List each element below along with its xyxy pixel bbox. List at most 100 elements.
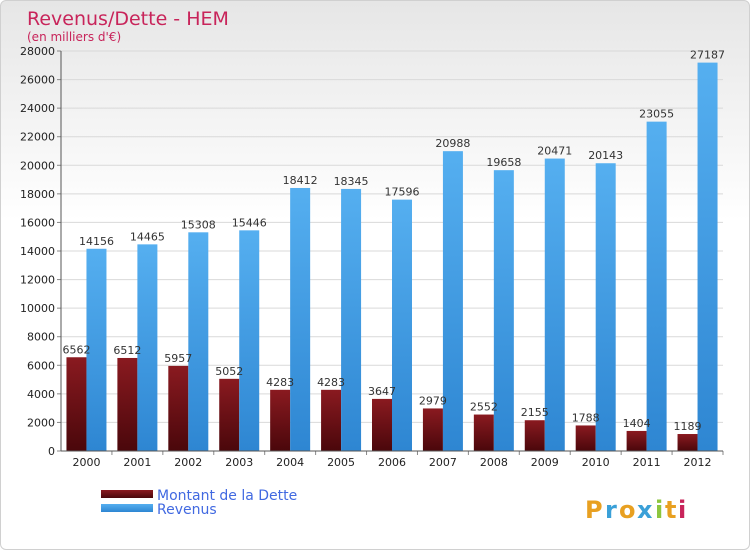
y-tick-label: 6000	[27, 359, 55, 372]
x-tick-label: 2004	[276, 456, 304, 469]
legend-swatch-debt	[101, 490, 153, 498]
chart-subtitle: (en milliers d'€)	[27, 30, 121, 44]
data-label-revenus: 15446	[232, 216, 267, 229]
axis-lines	[60, 51, 723, 452]
data-label-revenus: 18412	[283, 174, 318, 187]
y-axis: 0 2000 4000 6000 8000 10000 12000 14000 16000 180…	[20, 45, 61, 458]
data-label-revenus: 19658	[486, 156, 521, 169]
data-label-dette: 6562	[62, 343, 90, 356]
data-label-revenus: 14465	[130, 230, 165, 243]
x-axis: 2000 2001 2002 2003 2004 2005 2006 2007 2008 2009…	[72, 451, 724, 469]
y-tick-label: 12000	[20, 274, 55, 287]
data-label-dette: 4283	[266, 376, 294, 389]
x-tick-label: 2006	[378, 456, 406, 469]
x-tick-label: 2005	[327, 456, 355, 469]
x-tick-label: 2002	[174, 456, 202, 469]
logo-letter: x	[637, 496, 653, 524]
y-tick-label: 14000	[20, 245, 55, 258]
data-label-dette: 1189	[674, 420, 702, 433]
y-tick-label: 20000	[20, 159, 55, 172]
bar-dette	[321, 389, 342, 451]
bar-revenus	[86, 248, 107, 451]
bar-dette	[372, 398, 392, 451]
data-labels: 6562 14156 6512 14465 5957 15308 5052 15446 4283…	[62, 49, 725, 433]
bar-revenus	[697, 62, 718, 451]
bar-dette	[270, 389, 291, 451]
legend: Montant de la Dette Revenus	[101, 488, 297, 518]
bar-dette	[219, 378, 240, 451]
bar-revenus	[493, 170, 514, 451]
chart-title: Revenus/Dette - HEM	[27, 8, 229, 30]
bar-revenus	[595, 163, 616, 451]
y-tick-label: 2000	[27, 416, 55, 429]
logo-letter: o	[619, 496, 636, 524]
data-label-dette: 4283	[317, 376, 345, 389]
y-tick-label: 24000	[20, 102, 55, 115]
x-tick-label: 2010	[582, 456, 610, 469]
y-tick-label: 22000	[20, 131, 55, 144]
bar-dette	[422, 408, 443, 451]
bar-revenus	[239, 230, 260, 451]
data-label-dette: 6512	[113, 344, 141, 357]
data-label-revenus: 23055	[639, 108, 674, 121]
x-tick-label: 2008	[480, 456, 508, 469]
bar-revenus	[137, 244, 158, 451]
y-tick-label: 8000	[27, 331, 55, 344]
data-label-dette: 1404	[623, 417, 651, 430]
data-label-dette: 2552	[470, 401, 498, 414]
data-label-revenus: 27187	[690, 49, 725, 62]
bar-revenus	[290, 187, 311, 451]
y-tick-label: 4000	[27, 388, 55, 401]
x-tick-label: 2000	[72, 456, 100, 469]
bar-dette	[524, 420, 545, 451]
bar-revenus	[392, 199, 412, 451]
x-tick-label: 2012	[684, 456, 712, 469]
bar-revenus	[341, 188, 362, 451]
x-tick-label: 2009	[531, 456, 559, 469]
logo-letter: P	[585, 496, 603, 524]
data-label-dette: 2155	[521, 406, 549, 419]
data-label-dette: 3647	[368, 385, 396, 398]
bar-dette	[66, 357, 87, 451]
bar-revenus	[188, 232, 209, 451]
logo-letter: r	[605, 496, 617, 524]
bars	[66, 62, 718, 452]
x-tick-label: 2007	[429, 456, 457, 469]
y-tick-label: 18000	[20, 188, 55, 201]
x-tick-label: 2001	[123, 456, 151, 469]
data-label-revenus: 15308	[181, 218, 216, 231]
data-label-dette: 1788	[572, 411, 600, 424]
data-label-revenus: 20988	[435, 137, 470, 150]
data-label-revenus: 20143	[588, 149, 623, 162]
bar-revenus	[544, 158, 565, 452]
y-tick-label: 26000	[20, 74, 55, 87]
bar-revenus	[646, 121, 667, 452]
logo-letter: i	[655, 496, 663, 524]
bar-revenus	[442, 151, 463, 451]
y-tick-label: 10000	[20, 302, 55, 315]
bar-dette	[575, 425, 596, 451]
bar-dette	[117, 357, 138, 451]
x-tick-label: 2011	[633, 456, 661, 469]
y-tick-label: 28000	[20, 45, 55, 58]
bar-dette	[626, 430, 647, 451]
legend-swatch-revenus	[101, 504, 153, 512]
y-tick-label: 16000	[20, 216, 55, 229]
data-label-revenus: 20471	[537, 145, 572, 158]
bar-dette	[168, 365, 189, 451]
legend-label-debt: Montant de la Dette	[157, 488, 297, 504]
data-label-revenus: 17596	[385, 186, 420, 199]
data-label-revenus: 18345	[334, 175, 369, 188]
data-label-dette: 5052	[215, 365, 243, 378]
data-label-revenus: 14156	[79, 235, 114, 248]
data-label-dette: 5957	[164, 352, 192, 365]
x-tick-label: 2003	[225, 456, 253, 469]
logo-letter: i	[678, 496, 686, 524]
data-label-dette: 2979	[419, 394, 447, 407]
legend-label-revenus: Revenus	[157, 502, 217, 518]
y-tick-label: 0	[48, 445, 55, 458]
logo-letter: t	[665, 496, 676, 524]
